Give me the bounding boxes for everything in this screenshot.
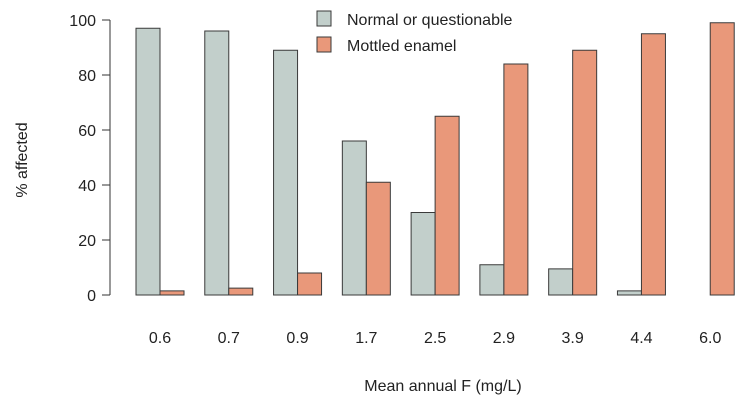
y-tick-label: 0	[87, 288, 96, 305]
bar-normal	[135, 27, 161, 296]
bar-normal	[479, 264, 505, 296]
bar-normal	[204, 30, 230, 296]
x-tick-label: 0.9	[286, 330, 308, 347]
bar-mottled	[434, 115, 460, 296]
bars	[135, 22, 735, 296]
bar-normal	[548, 268, 574, 296]
legend-swatch	[316, 36, 332, 53]
bar-normal	[273, 49, 299, 296]
bar-mottled	[640, 33, 666, 296]
legend-swatch	[316, 10, 332, 27]
y-axis-title: % affected	[14, 122, 31, 197]
bar-mottled	[572, 49, 598, 296]
legend: Normal or questionable Mottled enamel	[316, 10, 513, 55]
x-tick-label: 0.7	[218, 330, 240, 347]
bar-normal	[410, 212, 436, 296]
x-tick-label: 6.0	[699, 330, 721, 347]
legend-label: Mottled enamel	[347, 38, 456, 55]
bar-normal	[341, 140, 367, 296]
bar-mottled	[365, 181, 391, 296]
y-tick-label: 20	[78, 233, 96, 250]
bar-mottled	[228, 287, 254, 296]
bar-mottled	[159, 290, 185, 296]
x-tick-label: 3.9	[562, 330, 584, 347]
legend-label: Normal or questionable	[347, 12, 513, 29]
bar-mottled	[709, 22, 735, 296]
x-tick-label: 4.4	[630, 330, 652, 347]
bar-normal	[616, 290, 642, 296]
x-axis-tick-labels: 0.6 0.7 0.9 1.7 2.5 2.9 3.9 4.4 6.0	[149, 330, 722, 347]
y-tick-label: 60	[78, 123, 96, 140]
x-tick-label: 0.6	[149, 330, 171, 347]
y-axis: 0 20 40 60 80 100	[69, 13, 111, 305]
x-tick-label: 2.9	[493, 330, 515, 347]
x-tick-label: 1.7	[355, 330, 377, 347]
bar-mottled	[297, 272, 323, 296]
y-tick-label: 100	[69, 13, 96, 30]
y-tick-label: 40	[78, 178, 96, 195]
y-tick-label: 80	[78, 68, 96, 85]
x-axis-title: Mean annual F (mg/L)	[364, 378, 521, 395]
x-tick-label: 2.5	[424, 330, 446, 347]
bar-mottled	[503, 63, 529, 296]
